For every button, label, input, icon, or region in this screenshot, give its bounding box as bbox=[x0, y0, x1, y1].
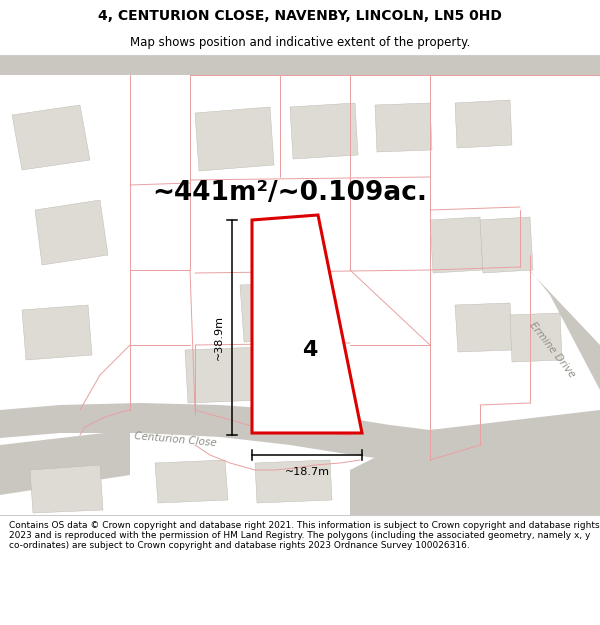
Polygon shape bbox=[195, 107, 274, 171]
Polygon shape bbox=[510, 313, 562, 362]
Polygon shape bbox=[375, 103, 432, 152]
Polygon shape bbox=[22, 305, 92, 360]
Polygon shape bbox=[155, 460, 228, 503]
Text: ~38.9m: ~38.9m bbox=[214, 315, 224, 360]
Polygon shape bbox=[0, 430, 130, 495]
Polygon shape bbox=[0, 403, 600, 463]
Text: ~441m²/~0.109ac.: ~441m²/~0.109ac. bbox=[152, 180, 427, 206]
Text: ~18.7m: ~18.7m bbox=[284, 467, 329, 477]
Text: Ermine Drive: Ermine Drive bbox=[527, 320, 577, 380]
Polygon shape bbox=[430, 217, 483, 273]
Polygon shape bbox=[455, 100, 512, 148]
Polygon shape bbox=[35, 200, 108, 265]
Polygon shape bbox=[290, 103, 358, 159]
Polygon shape bbox=[240, 283, 304, 342]
Polygon shape bbox=[455, 303, 513, 352]
Text: Centurion Close: Centurion Close bbox=[133, 431, 217, 449]
Polygon shape bbox=[350, 410, 600, 515]
Polygon shape bbox=[510, 250, 600, 390]
Polygon shape bbox=[12, 105, 90, 170]
Polygon shape bbox=[185, 347, 263, 403]
Polygon shape bbox=[30, 465, 103, 513]
Polygon shape bbox=[480, 217, 533, 273]
Polygon shape bbox=[0, 55, 600, 75]
Text: Contains OS data © Crown copyright and database right 2021. This information is : Contains OS data © Crown copyright and d… bbox=[9, 521, 599, 550]
Text: 4, CENTURION CLOSE, NAVENBY, LINCOLN, LN5 0HD: 4, CENTURION CLOSE, NAVENBY, LINCOLN, LN… bbox=[98, 9, 502, 24]
Text: 4: 4 bbox=[302, 340, 317, 360]
Polygon shape bbox=[255, 460, 332, 503]
Text: Map shows position and indicative extent of the property.: Map shows position and indicative extent… bbox=[130, 36, 470, 49]
Polygon shape bbox=[252, 215, 362, 433]
